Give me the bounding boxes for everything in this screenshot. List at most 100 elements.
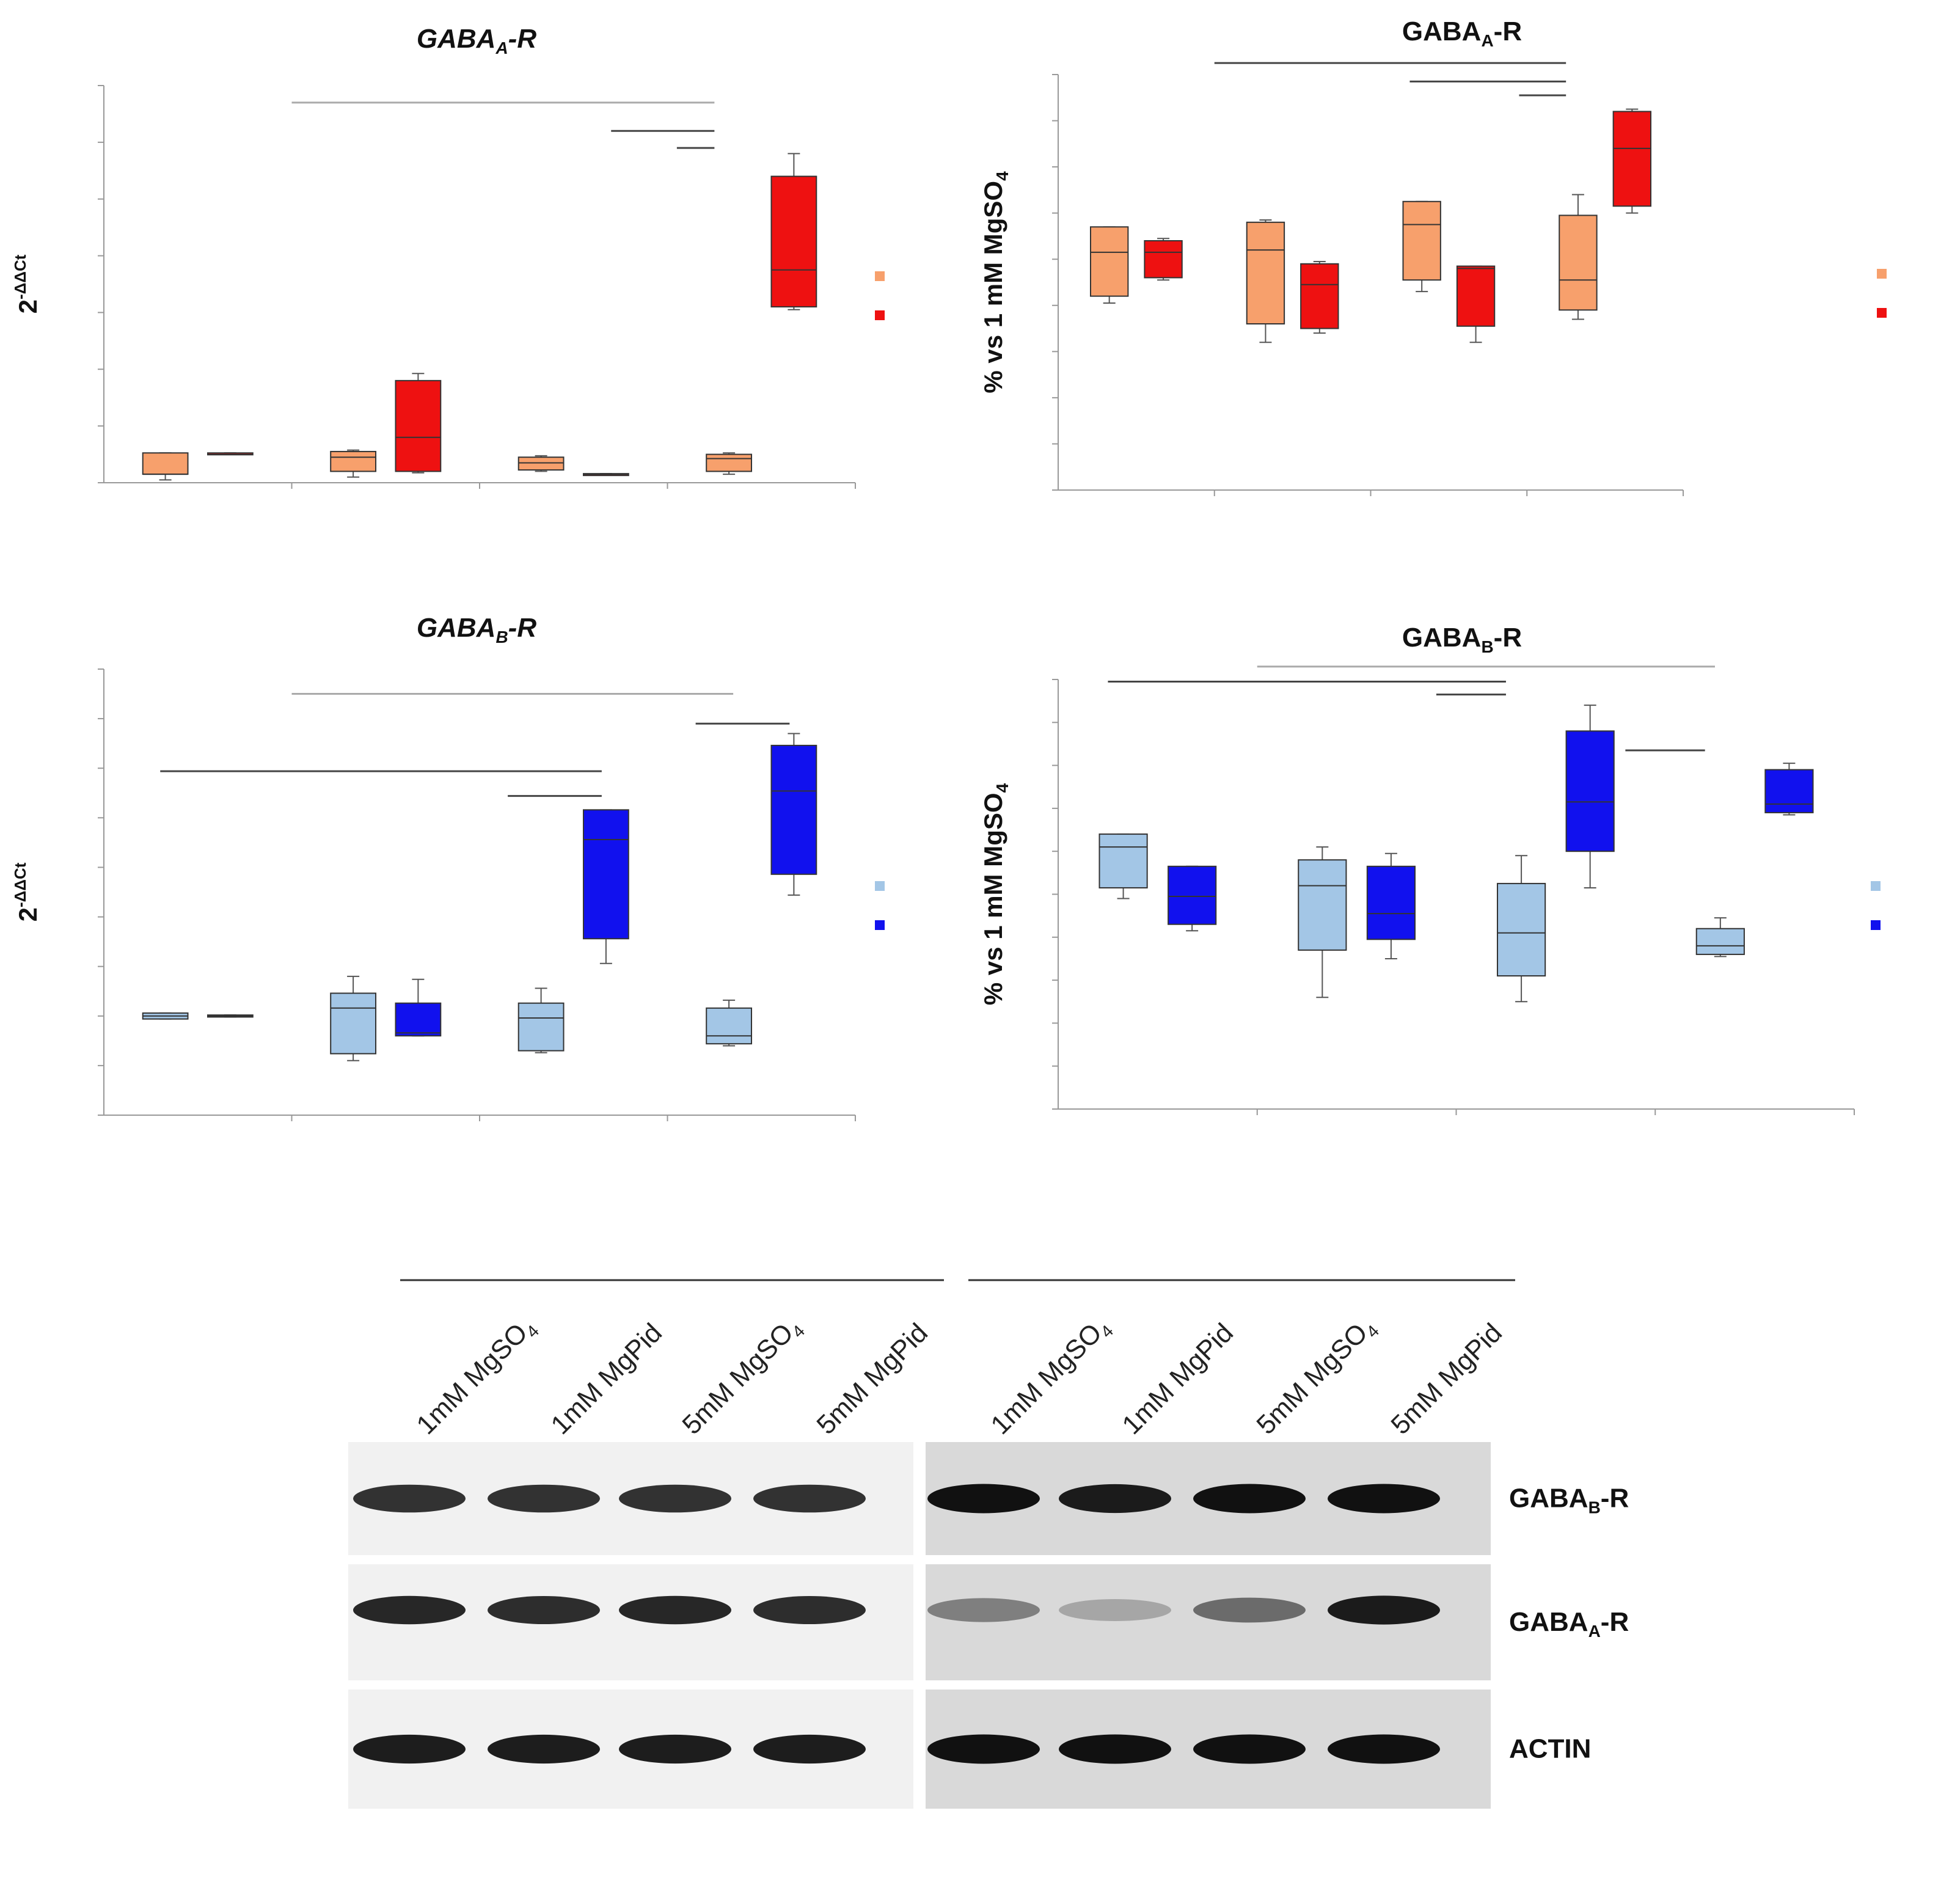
chart-title-subscript: B: [495, 628, 508, 646]
box-body: [1168, 865, 1217, 925]
box-body: [706, 1007, 753, 1045]
blot-lane-label-main: 1mM MgSO: [985, 1317, 1108, 1440]
box-body: [395, 1002, 442, 1037]
y-axis-label-main: 2: [13, 299, 42, 313]
chart-title-main: GABA: [417, 613, 496, 643]
box-body: [1298, 859, 1347, 951]
blot-band: [1059, 1484, 1171, 1514]
blot-lane-label-main: 1mM MgPid: [1116, 1317, 1239, 1440]
y-axis-label: % vs 1 mM MgSO4: [979, 783, 1012, 1005]
box-body: [770, 744, 817, 875]
western-blot: 1mM MgSO4 1mM MgPid 5mM MgSO4 5mM MgPid 1mM …: [348, 1279, 1629, 1809]
blot-lane-label-main: 5mM MgSO: [1251, 1317, 1373, 1440]
blot-band: [1193, 1734, 1306, 1764]
legend-swatch: [1877, 308, 1887, 318]
box-ctr-2: [330, 975, 377, 1061]
chart-d: GABAB-R % vs 1 mM MgSO4: [979, 623, 1881, 1115]
box-ctr-2: [1298, 846, 1347, 998]
chart-title-suffix: -R: [1494, 623, 1522, 653]
blot-band: [1059, 1734, 1171, 1764]
chart-title-main: GABA: [417, 24, 496, 54]
y-axis-label: % vs 1 mM MgSO4: [979, 171, 1012, 394]
box-ctr-1: [142, 452, 189, 481]
blot-row-label: GABAB-R: [1509, 1484, 1629, 1517]
box-body: [517, 456, 565, 471]
box-body: [1098, 833, 1148, 888]
blot-band: [619, 1734, 731, 1764]
blot-row-label-main: ACTIN: [1509, 1734, 1591, 1764]
box-body: [142, 452, 189, 475]
box-body: [1402, 200, 1441, 281]
legend-swatch: [1871, 881, 1881, 891]
chart-title-subscript: A: [495, 38, 508, 57]
blot-band: [1059, 1599, 1171, 1621]
box-body: [706, 453, 753, 472]
box-bbb-4: [770, 153, 817, 310]
chart-title-main: GABA: [1402, 623, 1482, 653]
box-body: [330, 450, 377, 472]
box-ctr-2: [330, 449, 377, 478]
chart-title-subscript: A: [1481, 31, 1493, 50]
blot-row-label-subscript: B: [1588, 1498, 1601, 1517]
blot-lane-label: 1mM MgSO4: [411, 1311, 543, 1443]
box-ctr-4: [706, 452, 753, 475]
box-body: [1565, 730, 1615, 852]
blot-lane-label-main: 5mM MgPid: [811, 1317, 934, 1440]
box-bbb-4: [1612, 108, 1652, 214]
blot-row-label-main: GABA: [1509, 1607, 1588, 1637]
blot-lane-label-main: 5mM MgPid: [1385, 1317, 1508, 1440]
y-axis-label: 2-ΔΔCt: [11, 254, 42, 313]
chart-title-suffix: -R: [508, 613, 537, 643]
box-ctr-3: [1402, 200, 1441, 293]
box-ctr-1: [1098, 833, 1148, 899]
box-bbb-1: [207, 1014, 254, 1018]
blot-lane-label: 5mM MgPid: [811, 1317, 934, 1440]
legend-swatch: [875, 881, 885, 891]
blot-band: [753, 1595, 866, 1625]
box-body: [770, 175, 817, 308]
box-ctr-2: [1246, 219, 1285, 343]
chart-title-suffix: -R: [1494, 16, 1522, 46]
blot-row-label-suffix: -R: [1601, 1607, 1629, 1637]
blot-band: [1193, 1597, 1306, 1623]
blot-band: [619, 1484, 731, 1513]
box-bbb-1: [1168, 865, 1217, 932]
box-body: [582, 809, 629, 940]
legend-swatch: [1877, 269, 1887, 279]
chart-a: GABAA-R 2-ΔΔCt: [11, 24, 885, 489]
legend-swatch: [875, 920, 885, 930]
box-body: [1456, 265, 1496, 327]
y-axis-label-subscript: 4: [993, 783, 1012, 793]
legend-swatch: [875, 310, 885, 320]
chart-b: GABAB-R 2-ΔΔCt: [11, 613, 885, 1121]
blot-lane-label-main: 1mM MgSO: [411, 1317, 533, 1440]
y-axis-label-superscript: -ΔΔCt: [11, 862, 29, 907]
blot-row-label-main: GABA: [1509, 1484, 1588, 1514]
blot-band: [1328, 1484, 1440, 1514]
box-ctr-4: [1695, 917, 1745, 957]
blot-band: [353, 1595, 466, 1625]
chart-title: GABAB-R: [1402, 623, 1522, 656]
box-body: [1612, 111, 1652, 207]
box-body: [1559, 214, 1598, 311]
blot-band: [488, 1484, 600, 1513]
box-ctr-4: [1559, 194, 1598, 320]
legend-swatch: [1871, 920, 1881, 930]
y-axis-label-main: % vs 1 mM MgSO: [979, 181, 1007, 394]
blot-lane-label-main: 1mM MgPid: [545, 1317, 668, 1440]
box-ctr-1: [1089, 226, 1129, 304]
chart-title-subscript: B: [1481, 637, 1493, 656]
blot-lane-label: 1mM MgPid: [545, 1317, 668, 1440]
box-body: [1764, 769, 1814, 813]
box-bbb-3: [1565, 705, 1615, 888]
box-ctr-3: [1496, 855, 1546, 1003]
box-body: [1366, 865, 1416, 940]
blot-row-label-subscript: A: [1588, 1622, 1601, 1641]
box-body: [1300, 263, 1339, 329]
legend-swatch: [875, 271, 885, 281]
blot-lane-label: 5mM MgPid: [1385, 1317, 1508, 1440]
box-bbb-2: [395, 373, 442, 474]
blot-band: [1193, 1484, 1306, 1514]
box-body: [395, 379, 442, 472]
